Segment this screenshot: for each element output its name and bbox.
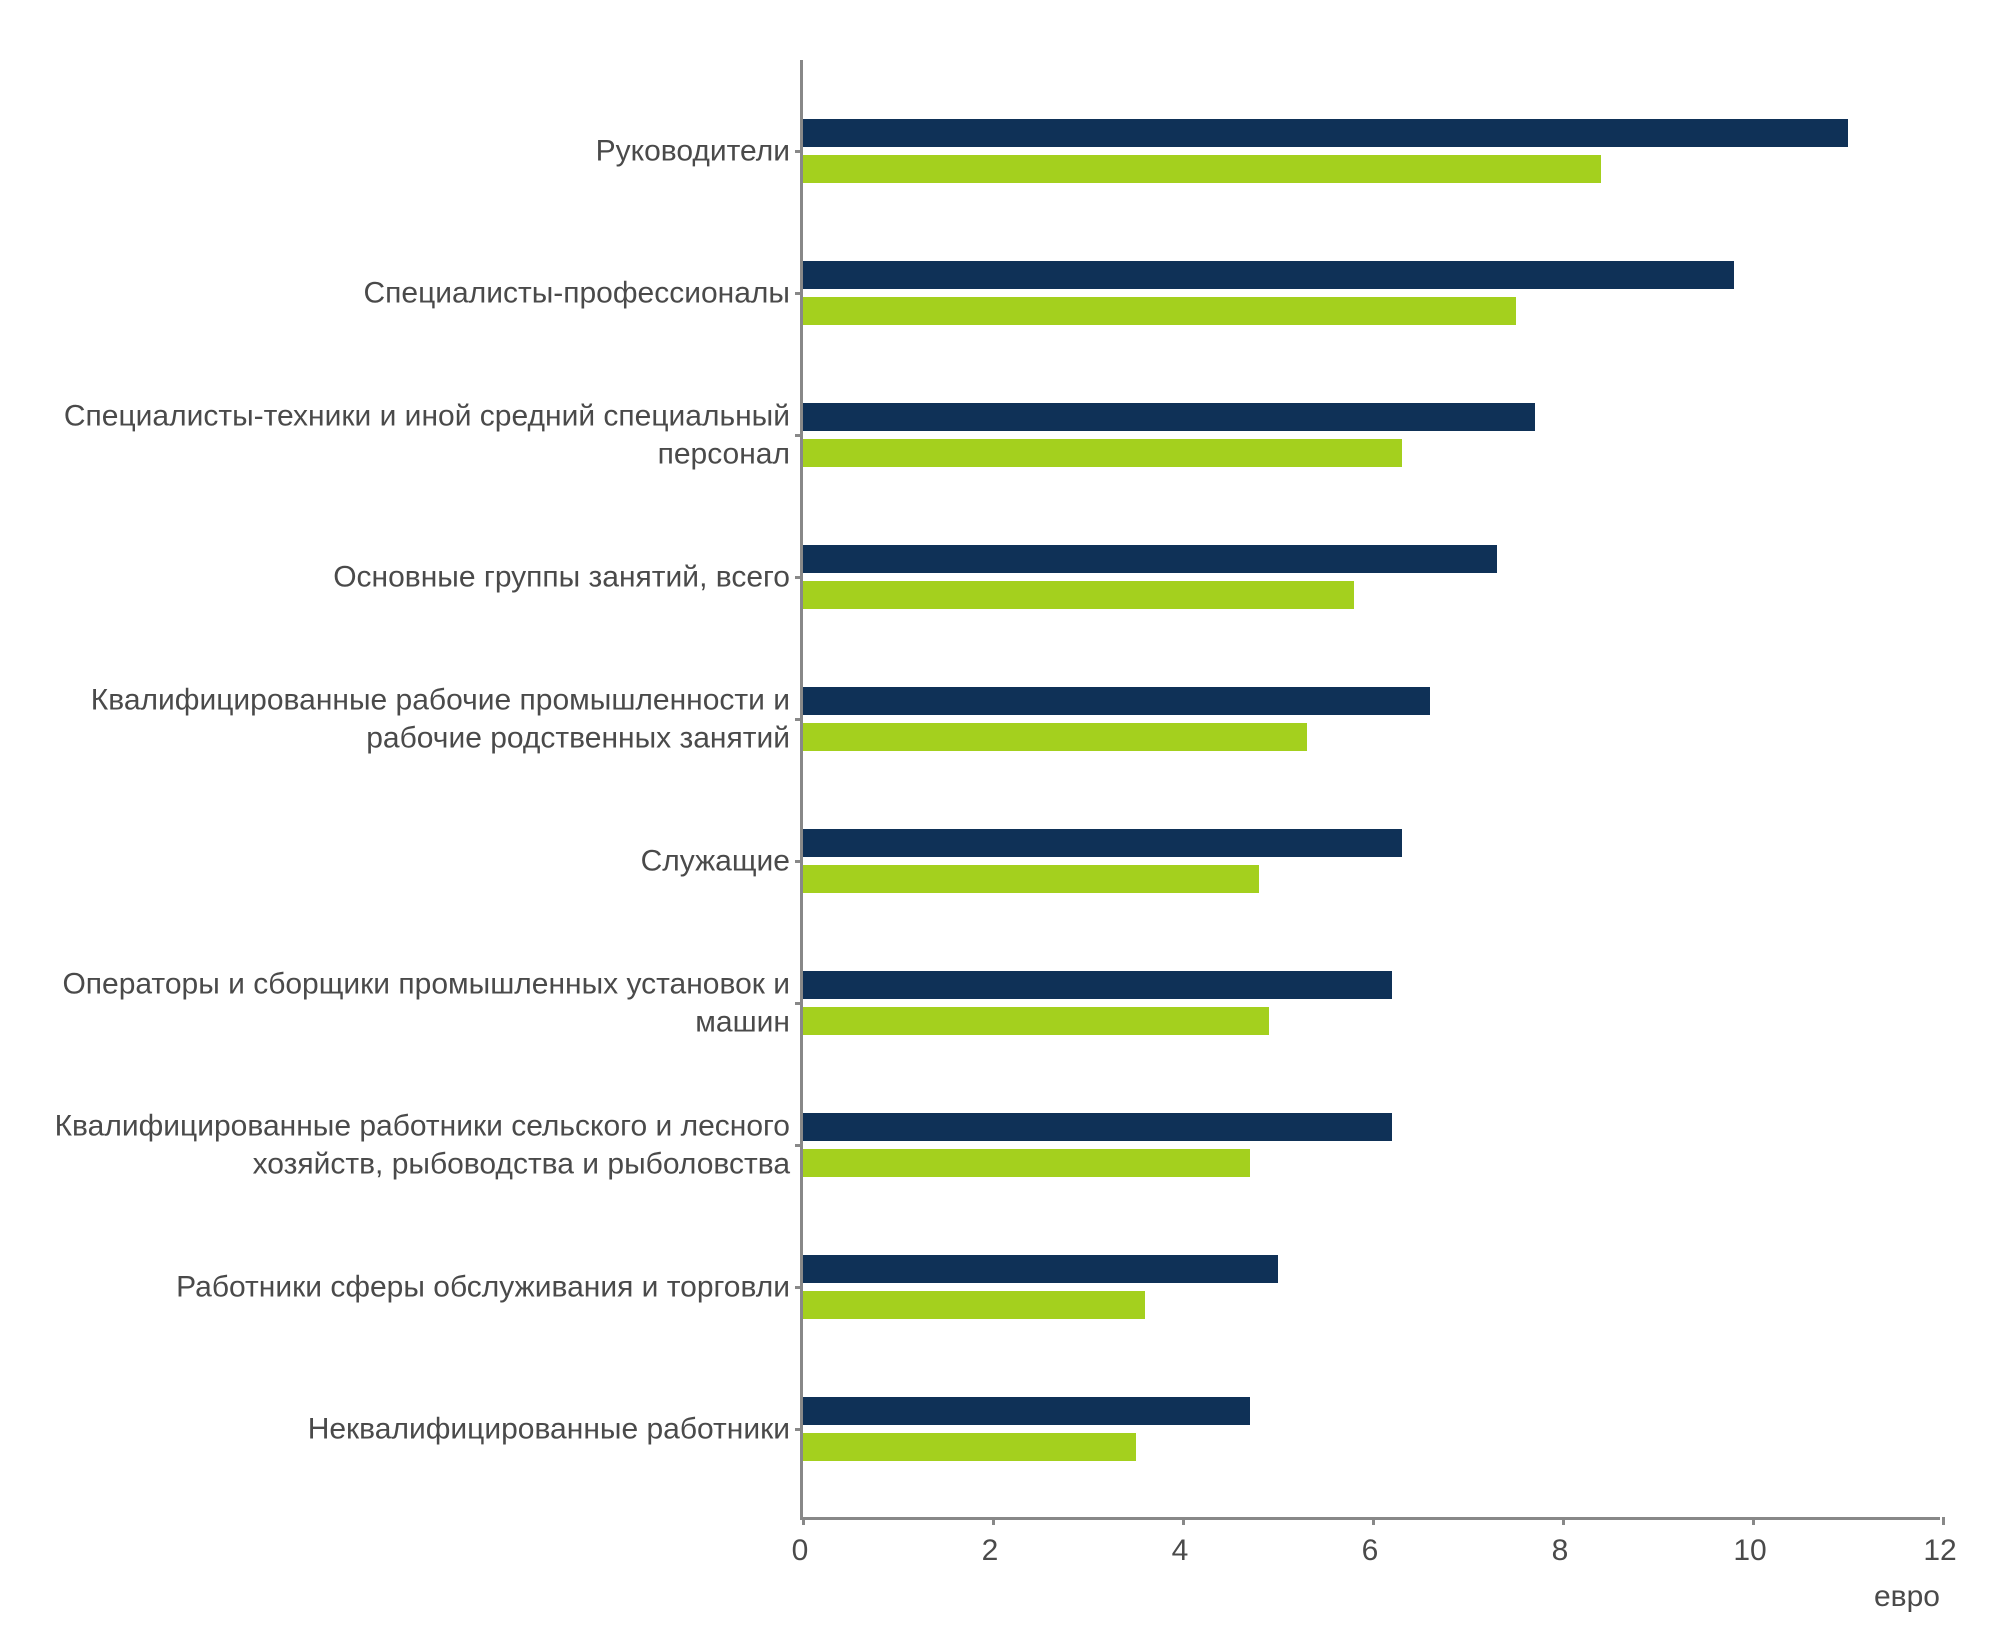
bar-series-b <box>803 297 1516 325</box>
x-tick-label: 4 <box>1172 1534 1189 1568</box>
bar-series-a <box>803 829 1402 857</box>
y-tick <box>795 860 803 863</box>
x-tick <box>802 1517 805 1525</box>
bar-series-a <box>803 261 1734 289</box>
x-tick-label: 12 <box>1923 1534 1956 1568</box>
category-label: Операторы и сборщики промышленных устано… <box>50 966 790 1041</box>
category-label: Руководители <box>50 132 790 170</box>
y-tick <box>795 1002 803 1005</box>
x-tick-label: 8 <box>1552 1534 1569 1568</box>
bar-series-a <box>803 1255 1278 1283</box>
x-tick-label: 0 <box>792 1534 809 1568</box>
bar-series-a <box>803 119 1848 147</box>
y-tick <box>795 1286 803 1289</box>
bar-series-b <box>803 723 1307 751</box>
bar-series-a <box>803 403 1535 431</box>
category-label: Служащие <box>50 842 790 880</box>
category-label: Специалисты-профессионалы <box>50 274 790 312</box>
plot-area <box>800 60 1940 1520</box>
category-label: Неквалифицированные работники <box>50 1410 790 1448</box>
bar-series-a <box>803 1113 1392 1141</box>
category-label: Квалифицированные работники сельского и … <box>50 1108 790 1183</box>
x-tick-label: 6 <box>1362 1534 1379 1568</box>
x-tick <box>1372 1517 1375 1525</box>
y-tick <box>795 576 803 579</box>
bar-series-a <box>803 971 1392 999</box>
bar-chart: Руководители Специалисты-профессионалы Спе… <box>40 40 1960 1600</box>
bar-series-b <box>803 581 1354 609</box>
x-tick <box>1182 1517 1185 1525</box>
x-tick-label: 2 <box>982 1534 999 1568</box>
y-tick <box>795 150 803 153</box>
bar-series-a <box>803 687 1430 715</box>
category-label: Квалифицированные рабочие промышленности… <box>50 682 790 757</box>
y-tick <box>795 718 803 721</box>
bar-series-b <box>803 1433 1136 1461</box>
category-label: Работники сферы обслуживания и торговли <box>50 1268 790 1306</box>
bar-series-a <box>803 1397 1250 1425</box>
bar-series-b <box>803 439 1402 467</box>
x-axis-title: евро <box>1874 1580 1940 1614</box>
bar-series-b <box>803 865 1259 893</box>
category-label: Основные группы занятий, всего <box>50 558 790 596</box>
y-tick <box>795 1428 803 1431</box>
x-tick <box>1752 1517 1755 1525</box>
bar-series-a <box>803 545 1497 573</box>
x-tick <box>1942 1517 1945 1525</box>
bar-series-b <box>803 1149 1250 1177</box>
x-tick <box>1562 1517 1565 1525</box>
bar-series-b <box>803 1291 1145 1319</box>
bar-series-b <box>803 155 1601 183</box>
y-tick <box>795 1144 803 1147</box>
y-tick <box>795 292 803 295</box>
x-tick-label: 10 <box>1733 1534 1766 1568</box>
category-label: Специалисты-техники и иной средний специ… <box>50 398 790 473</box>
x-tick <box>992 1517 995 1525</box>
bar-series-b <box>803 1007 1269 1035</box>
y-tick <box>795 434 803 437</box>
